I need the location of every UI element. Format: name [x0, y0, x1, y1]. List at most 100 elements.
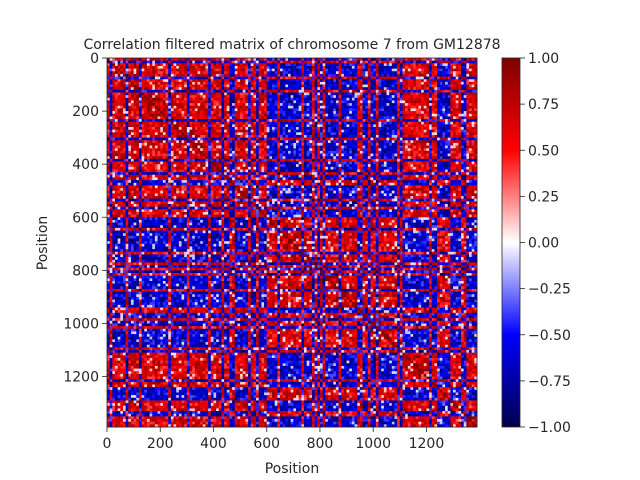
- heatmap-cell: [128, 103, 131, 106]
- heatmap-cell: [272, 114, 275, 117]
- heatmap-cell: [349, 114, 352, 117]
- heatmap-cell: [373, 132, 376, 135]
- heatmap-cell: [387, 132, 390, 135]
- heatmap-cell: [320, 132, 323, 135]
- heatmap-cell: [307, 61, 310, 64]
- heatmap-cell: [299, 93, 302, 96]
- heatmap-cell: [392, 127, 395, 130]
- heatmap-cell: [280, 119, 283, 122]
- heatmap-cell: [445, 103, 448, 106]
- heatmap-cell: [469, 98, 472, 101]
- heatmap-cell: [307, 119, 310, 122]
- heatmap-cell: [275, 87, 278, 90]
- heatmap-cell: [139, 151, 142, 154]
- heatmap-cell: [288, 66, 291, 69]
- heatmap-cell: [458, 138, 461, 141]
- heatmap-cell: [195, 71, 198, 74]
- heatmap-cell: [397, 66, 400, 69]
- heatmap-cell: [293, 140, 296, 143]
- heatmap-cell: [365, 140, 368, 143]
- heatmap-cell: [248, 127, 251, 130]
- heatmap-cell: [392, 114, 395, 117]
- heatmap-cell: [152, 95, 155, 98]
- heatmap-cell: [115, 90, 118, 93]
- heatmap-cell: [267, 135, 270, 138]
- heatmap-cell: [237, 82, 240, 85]
- heatmap-cell: [368, 114, 371, 117]
- heatmap-cell: [237, 71, 240, 74]
- heatmap-cell: [131, 93, 134, 96]
- heatmap-cell: [267, 63, 270, 66]
- heatmap-cell: [253, 61, 256, 64]
- heatmap-cell: [363, 98, 366, 101]
- heatmap-cell: [421, 116, 424, 119]
- heatmap-cell: [115, 127, 118, 130]
- heatmap-cell: [394, 93, 397, 96]
- heatmap-cell: [325, 138, 328, 141]
- heatmap-cell: [126, 111, 129, 114]
- heatmap-cell: [341, 148, 344, 151]
- heatmap-cell: [112, 146, 115, 149]
- heatmap-cell: [150, 106, 153, 109]
- heatmap-cell: [256, 108, 259, 111]
- heatmap-cell: [307, 63, 310, 66]
- heatmap-cell: [408, 132, 411, 135]
- heatmap-cell: [331, 90, 334, 93]
- heatmap-cell: [259, 130, 262, 133]
- heatmap-cell: [394, 138, 397, 141]
- heatmap-cell: [123, 69, 126, 72]
- heatmap-cell: [147, 146, 150, 149]
- heatmap-cell: [328, 106, 331, 109]
- heatmap-cell: [299, 151, 302, 154]
- heatmap-cell: [261, 130, 264, 133]
- heatmap-cell: [400, 98, 403, 101]
- heatmap-cell: [379, 90, 382, 93]
- heatmap-cell: [142, 148, 145, 151]
- heatmap-cell: [312, 63, 315, 66]
- heatmap-cell: [243, 95, 246, 98]
- heatmap-cell: [426, 82, 429, 85]
- heatmap-cell: [168, 74, 171, 77]
- heatmap-cell: [208, 74, 211, 77]
- heatmap-cell: [179, 63, 182, 66]
- heatmap-cell: [413, 61, 416, 64]
- heatmap-cell: [208, 119, 211, 122]
- heatmap-cell: [195, 87, 198, 90]
- heatmap-cell: [235, 108, 238, 111]
- heatmap-cell: [333, 138, 336, 141]
- heatmap-cell: [307, 135, 310, 138]
- heatmap-cell: [182, 66, 185, 69]
- heatmap-cell: [245, 114, 248, 117]
- heatmap-cell: [168, 95, 171, 98]
- heatmap-cell: [344, 119, 347, 122]
- heatmap-cell: [450, 116, 453, 119]
- heatmap-cell: [291, 71, 294, 74]
- heatmap-cell: [442, 74, 445, 77]
- heatmap-cell: [134, 103, 137, 106]
- heatmap-cell: [267, 127, 270, 130]
- heatmap-cell: [341, 143, 344, 146]
- heatmap-cell: [256, 85, 259, 88]
- heatmap-cell: [219, 132, 222, 135]
- heatmap-cell: [301, 69, 304, 72]
- heatmap-cell: [315, 103, 318, 106]
- heatmap-cell: [304, 77, 307, 80]
- heatmap-cell: [458, 66, 461, 69]
- heatmap-cell: [426, 98, 429, 101]
- heatmap-cell: [267, 130, 270, 133]
- heatmap-cell: [355, 108, 358, 111]
- heatmap-cell: [293, 85, 296, 88]
- heatmap-cell: [317, 135, 320, 138]
- heatmap-cell: [331, 103, 334, 106]
- heatmap-cell: [434, 106, 437, 109]
- heatmap-cell: [243, 151, 246, 154]
- heatmap-cell: [421, 82, 424, 85]
- heatmap-cell: [339, 140, 342, 143]
- heatmap-cell: [171, 135, 174, 138]
- heatmap-cell: [472, 111, 475, 114]
- heatmap-cell: [166, 98, 169, 101]
- heatmap-cell: [243, 122, 246, 125]
- heatmap-cell: [240, 93, 243, 96]
- heatmap-cell: [192, 71, 195, 74]
- heatmap-cell: [144, 116, 147, 119]
